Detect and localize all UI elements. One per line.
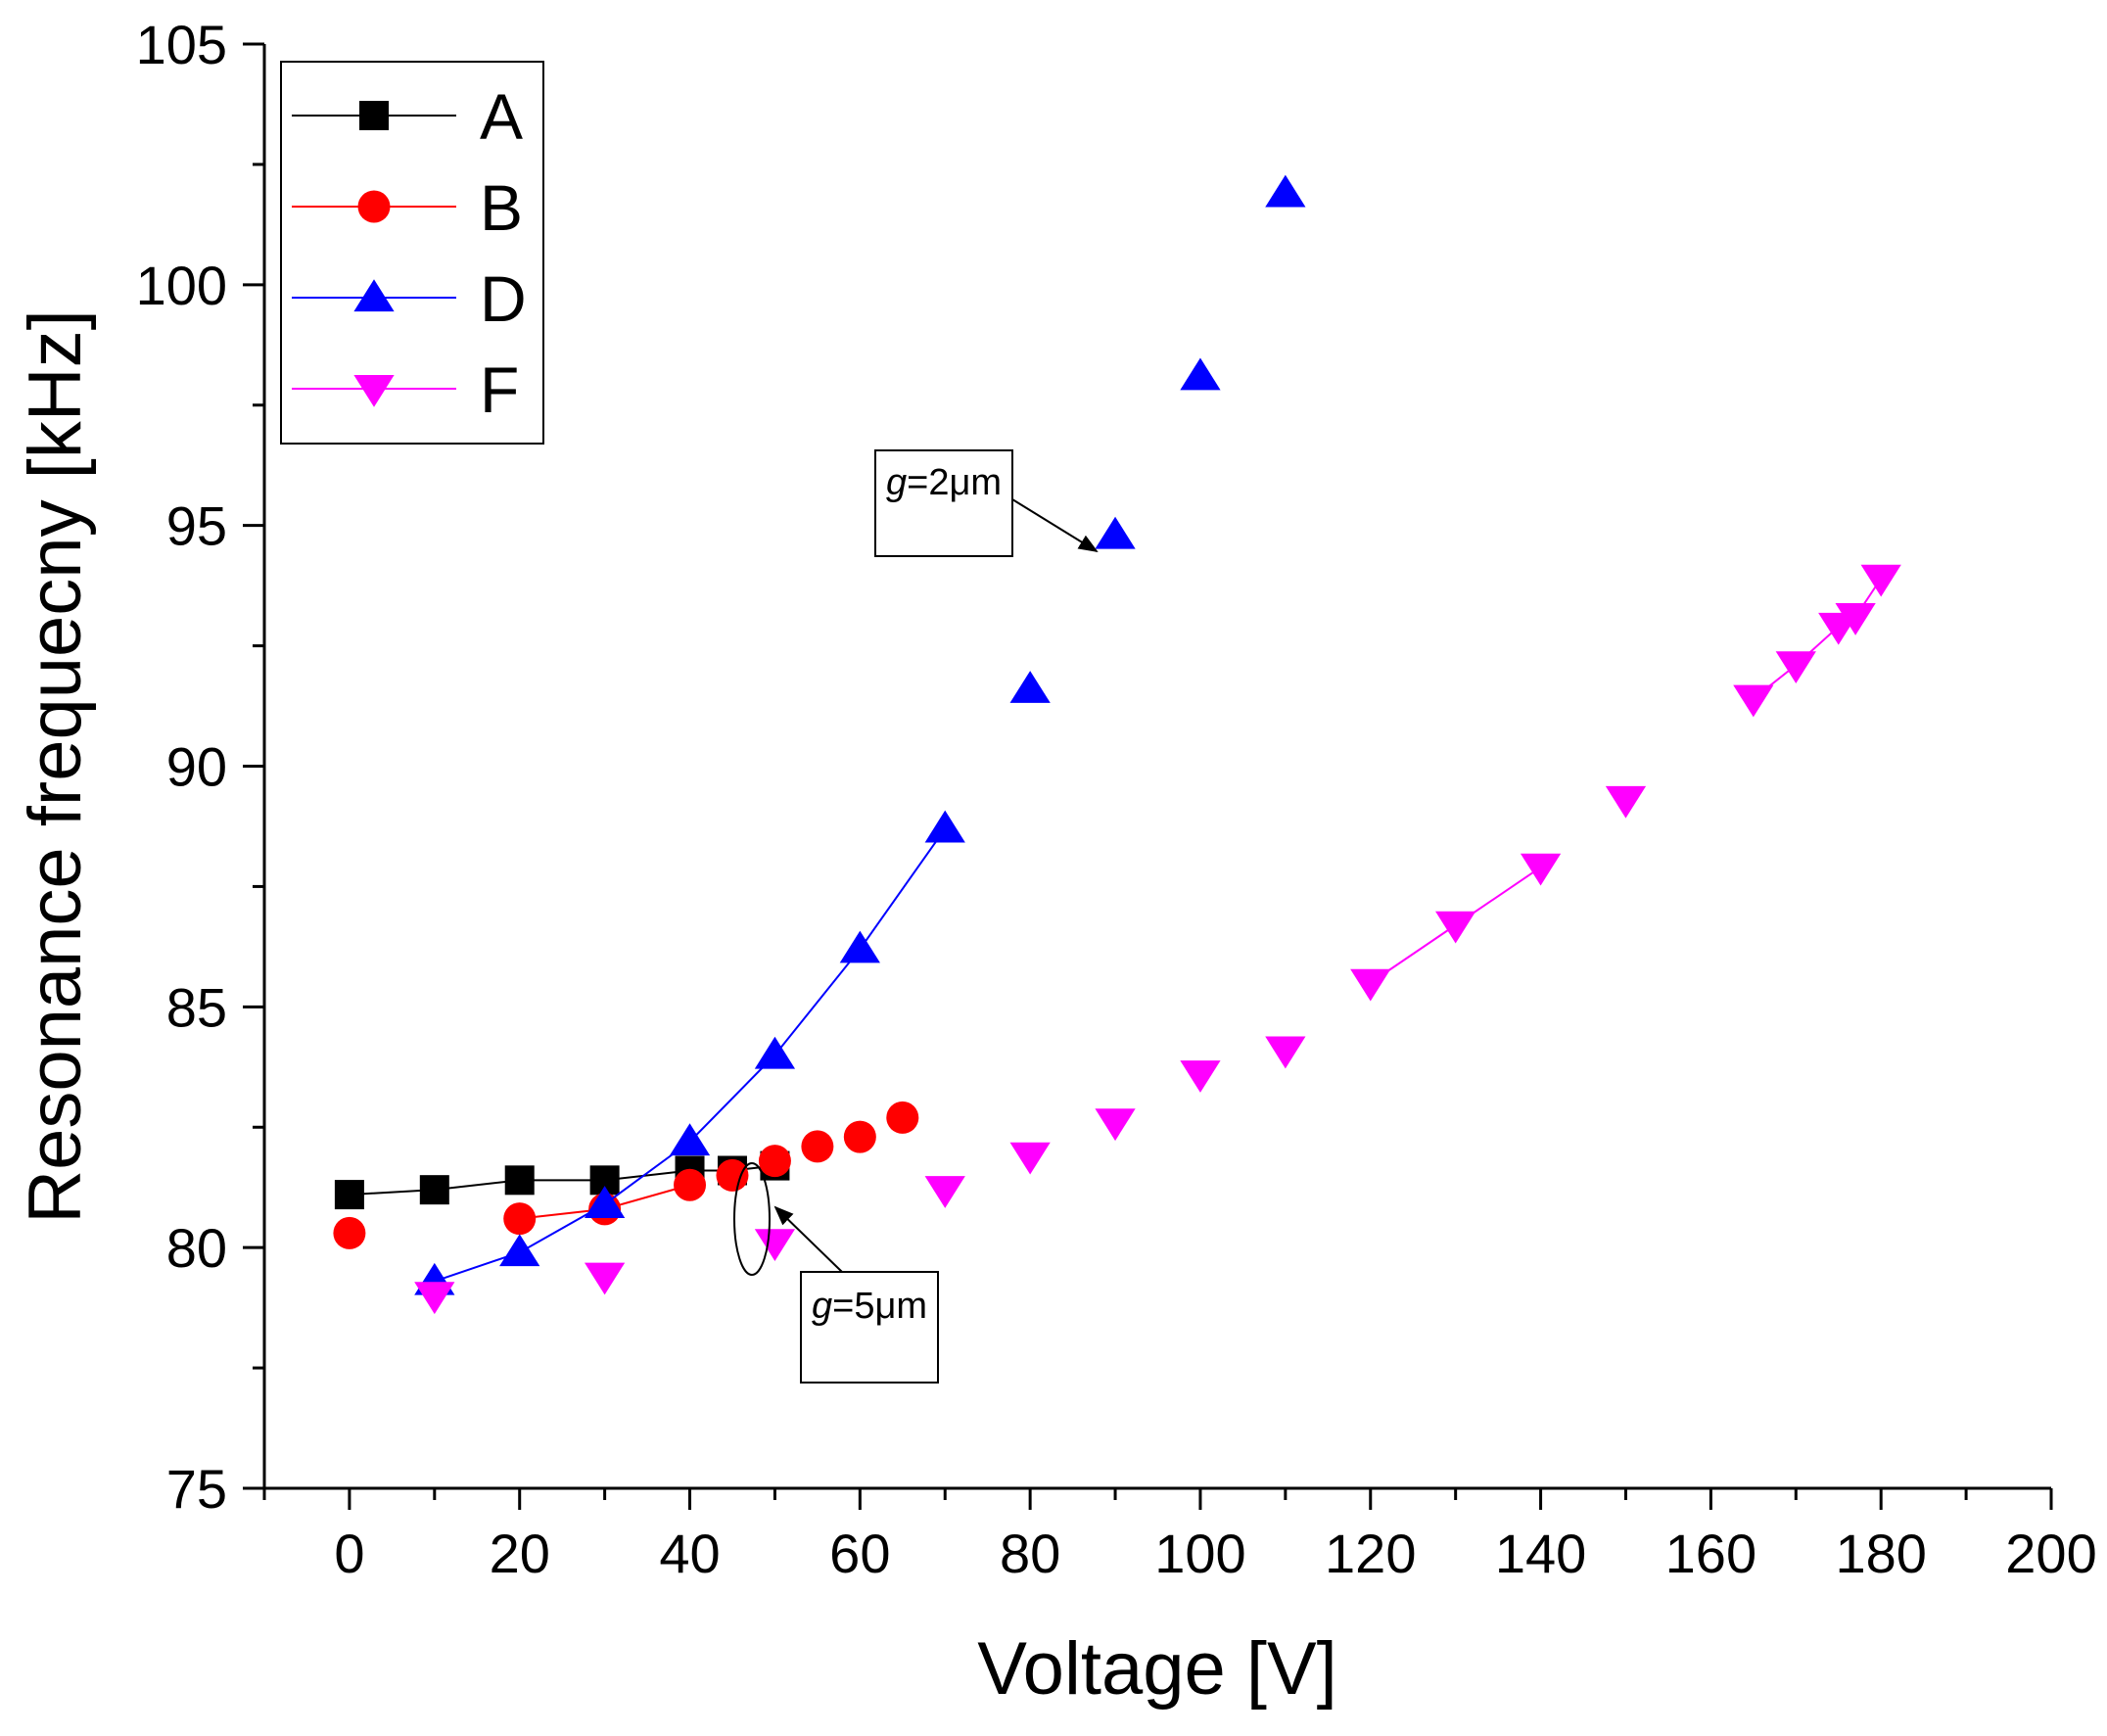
data-point-F xyxy=(924,1176,965,1208)
annotation-ellipse xyxy=(733,1162,771,1276)
legend-marker-F xyxy=(353,374,395,407)
x-tick-label: 200 xyxy=(2005,1523,2096,1584)
data-point-D xyxy=(1009,671,1051,703)
x-tick-label: 100 xyxy=(1154,1523,1245,1584)
y-tick-label: 90 xyxy=(166,736,227,798)
data-point-A xyxy=(504,1165,535,1196)
data-point-B xyxy=(503,1202,537,1236)
data-point-F xyxy=(414,1282,455,1315)
annotation-box-5um xyxy=(800,1271,939,1384)
x-tick-label: 0 xyxy=(334,1523,364,1584)
data-point-D xyxy=(669,1123,711,1156)
annotation-arrow-5um xyxy=(773,1205,843,1273)
legend-label-F: F xyxy=(480,353,519,426)
y-tick-label: 85 xyxy=(166,976,227,1038)
legend-label-B: B xyxy=(480,171,523,244)
data-point-F xyxy=(1605,785,1647,819)
annotation-box-2um xyxy=(874,449,1013,557)
data-point-F xyxy=(1265,1036,1306,1069)
data-point-B xyxy=(886,1101,919,1134)
x-tick-label: 80 xyxy=(1000,1523,1060,1584)
data-point-F xyxy=(1350,968,1391,1002)
data-point-F xyxy=(1520,853,1562,886)
y-tick-label: 105 xyxy=(136,14,227,75)
annotation-label-2um: g=2μm xyxy=(886,462,1002,503)
series-F xyxy=(414,564,1901,1315)
data-point-F xyxy=(1733,684,1774,718)
data-point-F xyxy=(754,1229,796,1261)
data-point-F xyxy=(584,1262,626,1295)
data-point-B xyxy=(674,1168,707,1201)
series-B xyxy=(333,1101,919,1249)
data-point-D xyxy=(1180,357,1221,391)
data-point-F xyxy=(1095,1108,1136,1142)
x-tick-label: 20 xyxy=(490,1523,550,1584)
legend-marker-D xyxy=(353,279,395,312)
legend-item-F: F xyxy=(292,353,519,426)
series-layer xyxy=(333,174,1901,1315)
x-tick-label: 40 xyxy=(659,1523,720,1584)
legend-marker-B xyxy=(357,190,391,223)
data-point-F xyxy=(1009,1142,1051,1175)
data-point-A xyxy=(334,1180,364,1210)
data-point-F xyxy=(1180,1060,1221,1093)
data-point-D xyxy=(924,810,965,843)
data-point-D xyxy=(839,930,880,963)
legend-label-A: A xyxy=(480,80,523,153)
legend-item-D: D xyxy=(292,262,527,335)
data-point-F xyxy=(1860,564,1901,597)
data-point-F xyxy=(1435,911,1476,944)
legend-box xyxy=(280,61,544,445)
y-tick-label: 75 xyxy=(166,1458,227,1520)
data-point-F xyxy=(1835,603,1876,635)
x-axis-title: Voltage [V] xyxy=(977,1627,1337,1711)
data-point-D xyxy=(499,1234,540,1267)
data-point-B xyxy=(801,1130,834,1163)
data-point-F xyxy=(1775,651,1816,683)
data-point-D xyxy=(584,1186,626,1218)
data-point-A xyxy=(419,1175,449,1205)
annotation-arrow-2um xyxy=(1011,498,1099,553)
legend-item-A: A xyxy=(292,80,523,153)
data-point-D xyxy=(1095,516,1136,549)
x-tick-label: 160 xyxy=(1665,1523,1756,1584)
x-tick-label: 140 xyxy=(1495,1523,1586,1584)
legend-label-D: D xyxy=(480,262,527,335)
data-point-B xyxy=(716,1158,749,1192)
data-point-B xyxy=(758,1145,791,1178)
legend-marker-A xyxy=(359,101,389,130)
data-point-D xyxy=(754,1036,796,1069)
axes: 0 20 40 60 80 100 120 140 160 180 200 75 80 85 90 95 100… xyxy=(136,14,2097,1584)
y-tick-label: 80 xyxy=(166,1217,227,1279)
x-tick-label: 120 xyxy=(1325,1523,1416,1584)
annotation-label-5um: g=5μm xyxy=(812,1286,927,1327)
y-axis-title: Resonance frequecny [kHz] xyxy=(14,309,97,1224)
y-tick-label: 100 xyxy=(136,255,227,316)
x-tick-label: 60 xyxy=(829,1523,890,1584)
legend-item-B: B xyxy=(292,171,523,244)
data-point-D xyxy=(1265,174,1306,208)
data-point-B xyxy=(333,1216,366,1249)
y-tick-label: 95 xyxy=(166,495,227,557)
x-tick-label: 180 xyxy=(1835,1523,1926,1584)
data-point-B xyxy=(843,1120,876,1153)
annotations: g=2μm g=5μm xyxy=(733,449,1099,1384)
